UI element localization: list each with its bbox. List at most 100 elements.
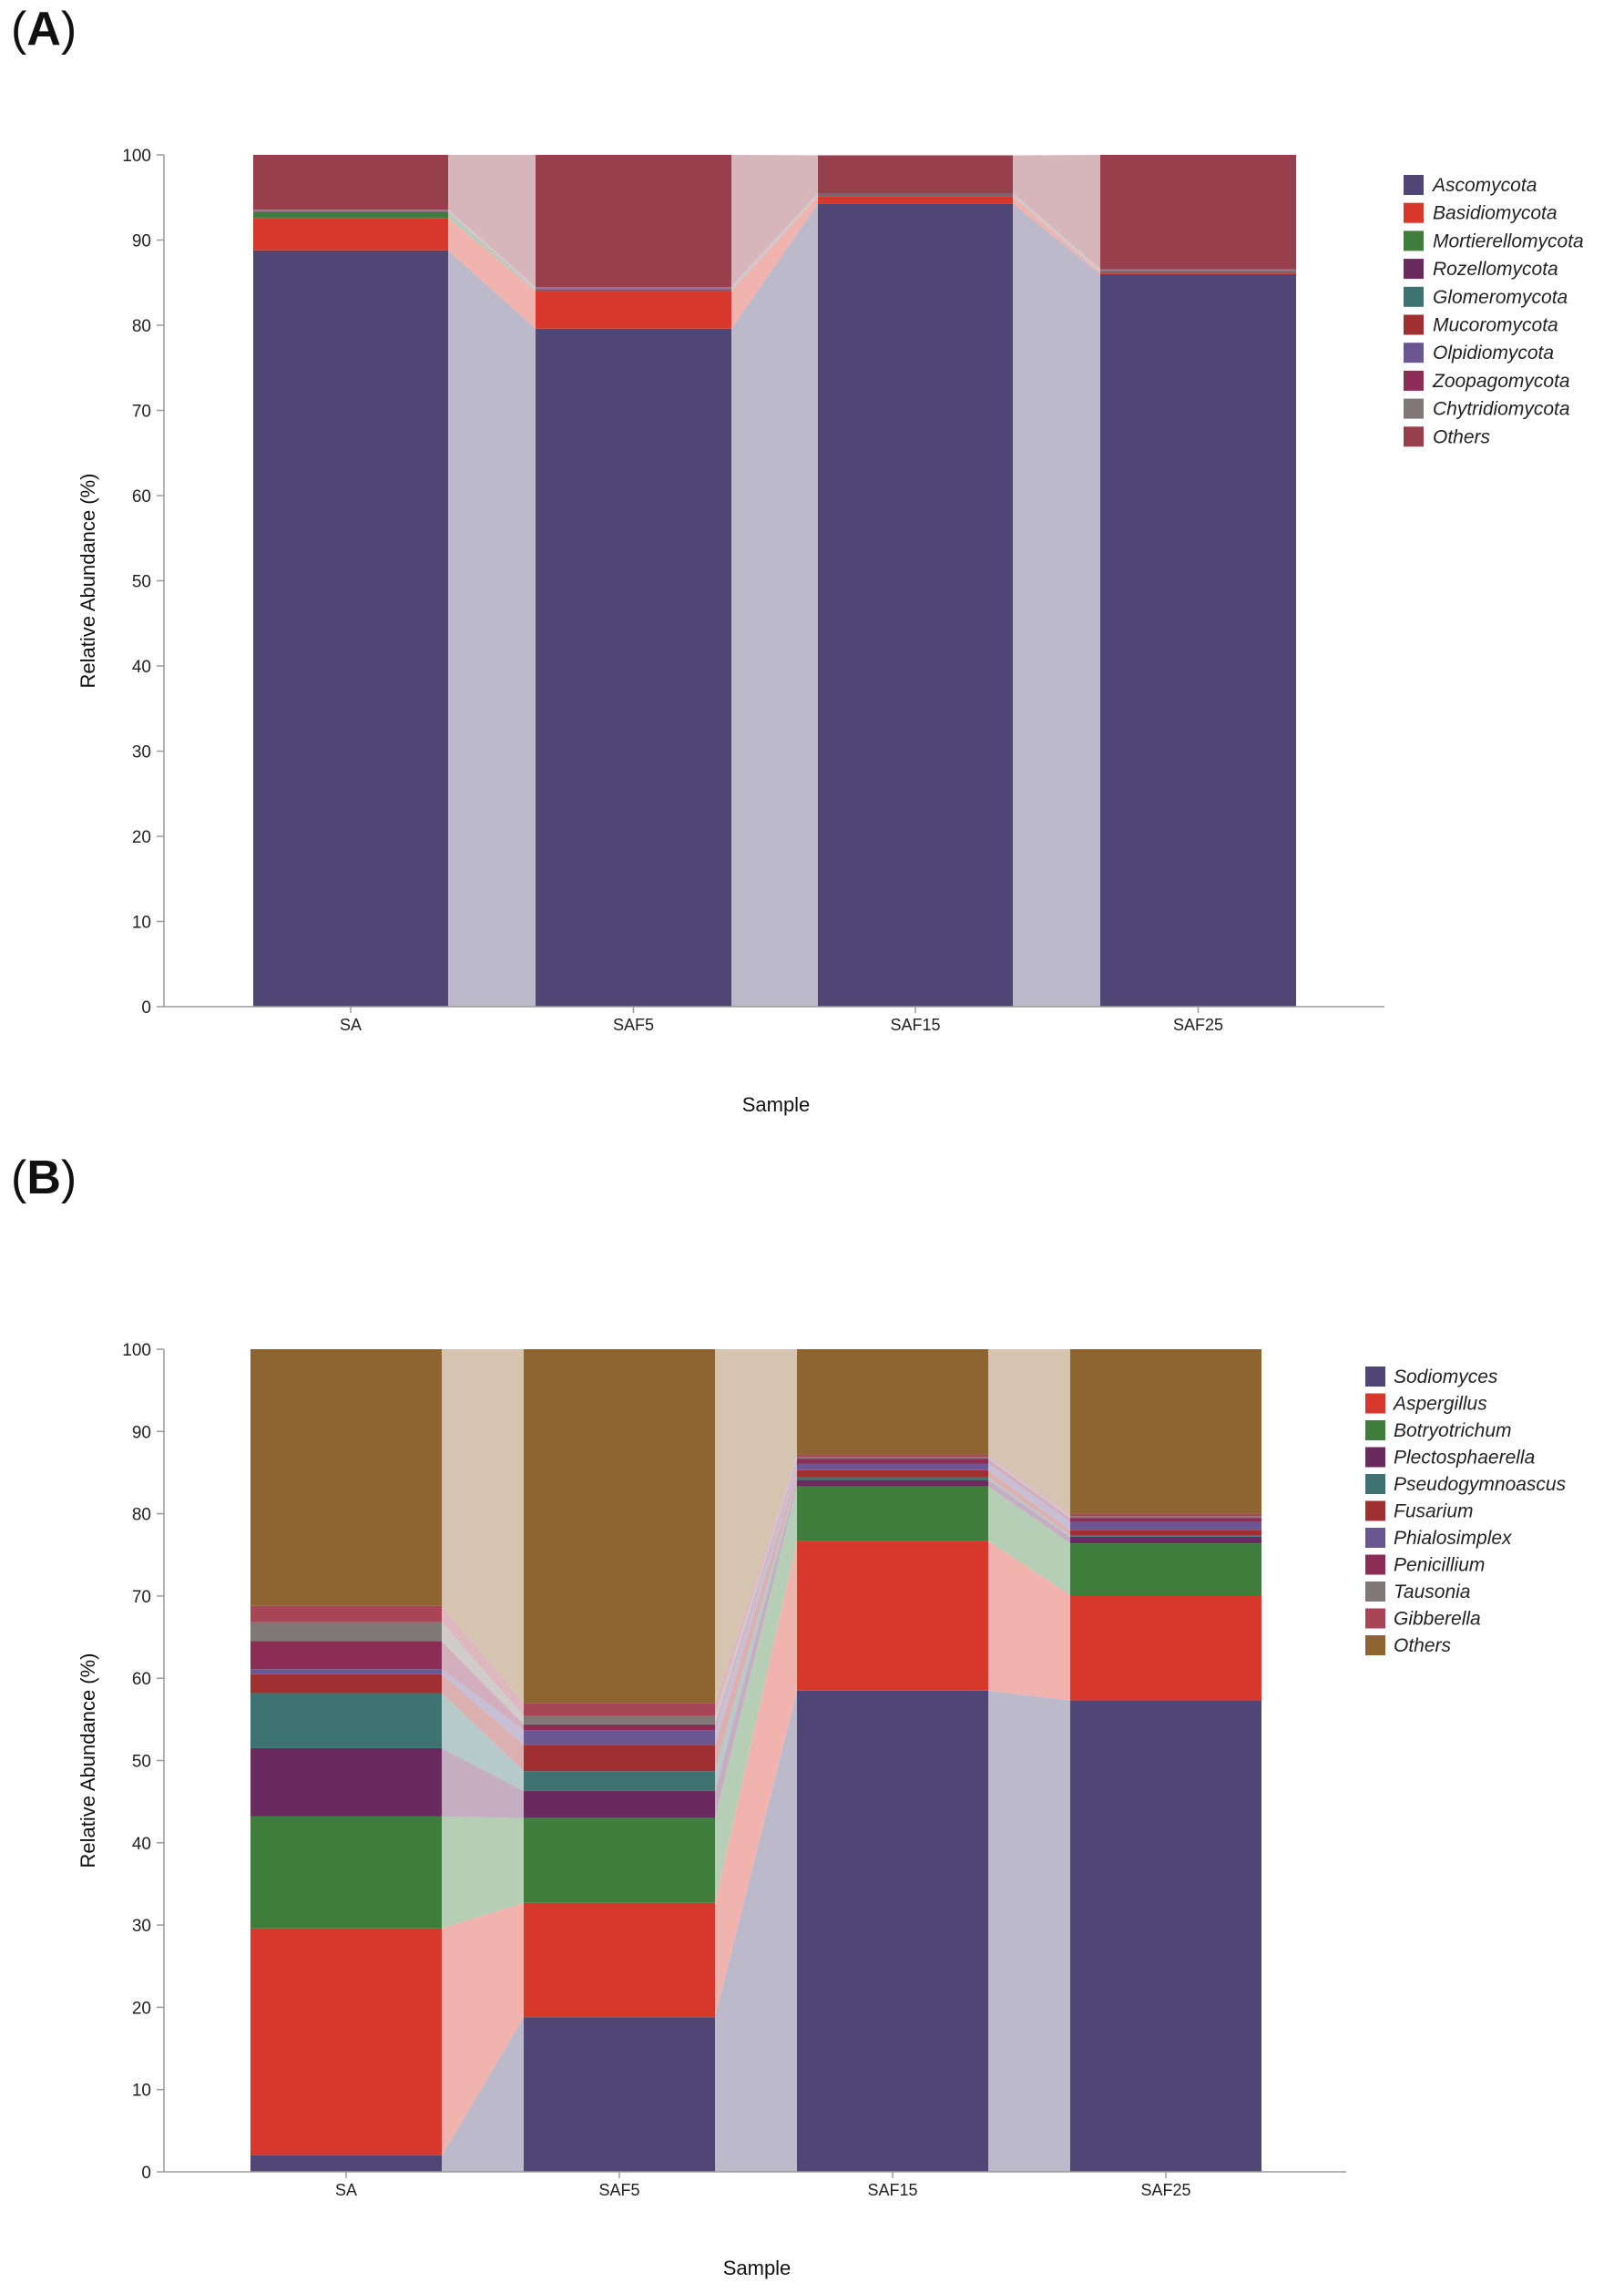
y-tick-label-b-30: 30 [132, 1917, 151, 1936]
band-zoopagomycota-sa-saf5 [448, 210, 536, 289]
legend-label-b-tausonia: Tausonia [1394, 1582, 1470, 1602]
bar-tausonia-saf15 [797, 1457, 988, 1459]
panel-label-a-open: ( [11, 3, 27, 56]
bar-fusarium-saf5 [524, 1745, 715, 1772]
band-sodiomyces-saf5-saf15 [715, 1690, 797, 2172]
band-plectosphaerella-saf15-saf25 [988, 1479, 1070, 1544]
legend-swatch-a-olpidiomycota [1404, 343, 1424, 363]
y-tick-label-a-70: 70 [132, 403, 151, 422]
y-axis-title-b: Relative Abundance (%) [77, 1653, 99, 1868]
bar-botryotrichum-saf15 [797, 1486, 988, 1541]
legend-label-b-sodiomyces: Sodiomyces [1394, 1367, 1498, 1387]
bar-gibberella-saf15 [797, 1454, 988, 1458]
x-axis-title-b: Sample [723, 2257, 792, 2279]
y-tick-label-b-50: 50 [132, 1753, 151, 1772]
legend-label-b-phialosimplex: Phialosimplex [1394, 1528, 1513, 1549]
bar-botryotrichum-saf25 [1070, 1543, 1261, 1595]
band-ascomycota-sa-saf5 [448, 250, 536, 1008]
legend-swatch-b-others [1365, 1635, 1385, 1655]
legend-label-b-fusarium: Fusarium [1394, 1501, 1474, 1522]
y-tick-label-b-70: 70 [132, 1588, 151, 1607]
legend-swatch-b-aspergillus [1365, 1393, 1385, 1414]
bar-others-saf15 [818, 155, 1013, 194]
band-others-sa-saf5 [442, 1349, 524, 1704]
bar-others-sa [253, 155, 448, 210]
bar-sodiomyces-saf5 [524, 2017, 715, 2172]
band-basidiomycota-saf5-saf15 [731, 196, 818, 329]
bar-others-saf25 [1070, 1349, 1261, 1514]
legend-label-b-plectosphaerella: Plectosphaerella [1394, 1448, 1535, 1469]
legend-swatch-b-fusarium [1365, 1500, 1385, 1521]
bar-basidiomycota-saf15 [818, 196, 1013, 204]
band-mortierellomycota-saf5-saf15 [731, 195, 818, 292]
legend-swatch-b-plectosphaerella [1365, 1447, 1385, 1468]
band-mortierellomycota-sa-saf5 [448, 212, 536, 292]
x-tick-label-a-sa: SA [340, 1016, 362, 1034]
bar-ascomycota-saf25 [1100, 273, 1296, 1007]
bar-gibberella-saf5 [524, 1703, 715, 1716]
legend-swatch-b-penicillium [1365, 1554, 1385, 1575]
bar-phialosimplex-sa [250, 1669, 442, 1674]
legend-swatch-b-phialosimplex [1365, 1528, 1385, 1548]
legend-b: Sodiomyces Aspergillus Botryotrichum Plecto… [1365, 1367, 1567, 1656]
legend-label-a-others: Others [1433, 426, 1491, 447]
bar-basidiomycota-saf25 [1100, 272, 1296, 274]
band-olpidiomycota-sa-saf5 [448, 210, 536, 289]
band-aspergillus-sa-saf5 [442, 1902, 524, 2155]
bar-tausonia-saf5 [524, 1715, 715, 1725]
bar-basidiomycota-sa [253, 218, 448, 251]
bar-ascomycota-saf5 [536, 328, 731, 1007]
panel-label-b-letter: B [26, 1152, 61, 1204]
band-fusarium-saf15-saf25 [988, 1469, 1070, 1536]
legend-label-b-others: Others [1394, 1635, 1452, 1656]
y-tick-label-b-20: 20 [132, 1999, 151, 2018]
x-tick-label-b-saf5: SAF5 [598, 2181, 639, 2199]
panel-label-b-close: ) [60, 1152, 77, 1204]
panel-label-a-close: ) [60, 3, 77, 56]
bar-tausonia-sa [250, 1622, 442, 1642]
legend-swatch-a-others [1404, 426, 1424, 447]
band-gibberella-sa-saf5 [442, 1605, 524, 1716]
band-rozellomycota-sa-saf5 [448, 211, 536, 291]
bar-others-saf15 [797, 1349, 988, 1455]
bars-a [253, 155, 1296, 1008]
bar-plectosphaerella-saf15 [797, 1479, 988, 1487]
bar-plectosphaerella-sa [250, 1747, 442, 1817]
y-tick-label-a-10: 10 [132, 914, 151, 933]
legend-swatch-b-botryotrichum [1365, 1420, 1385, 1440]
bar-pseudogymnoascus-saf15 [797, 1477, 988, 1480]
panel-label-a-letter: A [26, 3, 61, 56]
band-basidiomycota-saf15-saf25 [1013, 196, 1100, 274]
legend-swatch-a-ascomycota [1404, 175, 1424, 195]
y-tick-label-a-0: 0 [141, 998, 151, 1018]
y-tick-label-a-20: 20 [132, 828, 151, 847]
legend-label-a-zoopagomycota: Zoopagomycota [1432, 371, 1570, 392]
band-chytridiomycota-sa-saf5 [448, 210, 536, 288]
band-mucoromycota-saf15-saf25 [1013, 194, 1100, 271]
band-botryotrichum-sa-saf5 [442, 1816, 524, 1929]
legend-label-a-chytridiomycota: Chytridiomycota [1433, 399, 1570, 420]
legend-label-b-pseudogymnoascus: Pseudogymnoascus [1394, 1474, 1567, 1495]
y-tick-label-a-30: 30 [132, 743, 151, 763]
y-tick-label-a-50: 50 [132, 573, 151, 592]
band-penicillium-sa-saf5 [442, 1641, 524, 1731]
x-axis-title-a: Sample [742, 1093, 811, 1116]
y-tick-label-a-100: 100 [122, 147, 151, 166]
band-glomeromycota-sa-saf5 [448, 211, 536, 290]
bar-others-saf25 [1100, 155, 1296, 270]
band-plectosphaerella-saf5-saf15 [715, 1479, 797, 1818]
bar-sodiomyces-saf15 [797, 1690, 988, 2172]
chart-a: 0 10 20 30 40 50 60 70 80 90 100 SA SAF5 SAF15 SAF25 Sa… [77, 147, 1584, 1116]
band-phialosimplex-saf15-saf25 [988, 1463, 1070, 1530]
legend-swatch-a-chytridiomycota [1404, 398, 1424, 419]
bar-aspergillus-saf15 [797, 1541, 988, 1691]
bar-phialosimplex-saf5 [524, 1730, 715, 1745]
connector-bands-a [448, 155, 1100, 1008]
bar-others-saf5 [524, 1349, 715, 1704]
legend-swatch-b-gibberella [1365, 1608, 1385, 1629]
band-fusarium-sa-saf5 [442, 1674, 524, 1772]
band-others-saf15-saf25 [988, 1349, 1070, 1514]
band-tausonia-saf15-saf25 [988, 1457, 1070, 1519]
legend-swatch-a-rozellomycota [1404, 259, 1424, 280]
band-others-saf5-saf15 [731, 155, 818, 288]
